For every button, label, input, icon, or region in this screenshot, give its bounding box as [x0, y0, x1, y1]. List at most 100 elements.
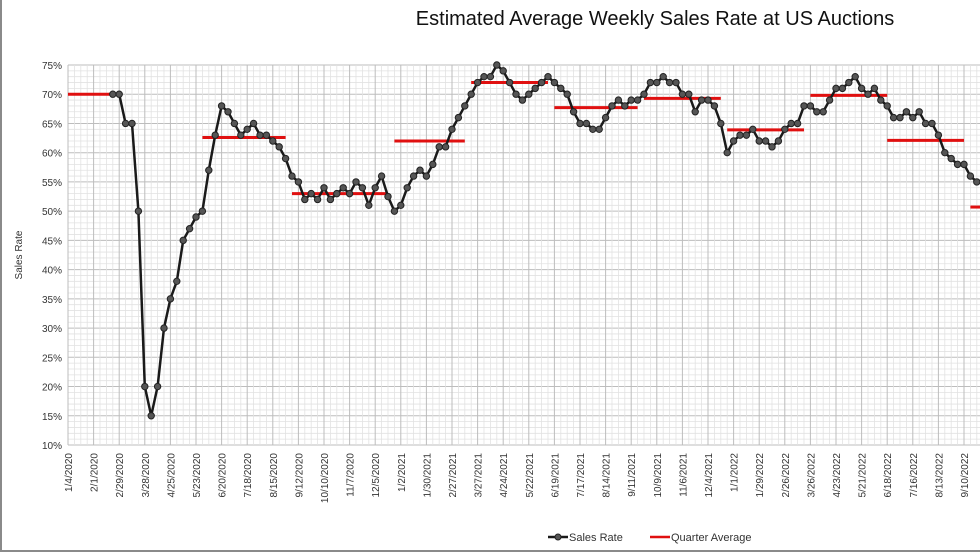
sales-rate-point	[832, 84, 840, 93]
y-tick-label: 50%	[42, 207, 62, 218]
sales-rate-point	[448, 125, 456, 134]
sales-rate-point	[480, 72, 488, 81]
sales-rate-point	[518, 96, 527, 104]
sales-rate-point	[749, 125, 757, 134]
sales-rate-point	[333, 189, 341, 198]
x-tick-label: 9/11/2021	[627, 453, 638, 497]
x-tick-label: 3/27/2021	[474, 453, 485, 498]
sales-rate-point	[941, 148, 949, 157]
sales-rate-point	[403, 184, 411, 192]
y-tick-label: 10%	[42, 441, 62, 452]
sales-rate-point	[960, 160, 968, 169]
x-tick-label: 9/10/2022	[960, 453, 971, 498]
sales-rate-point	[339, 184, 347, 192]
x-tick-label: 5/22/2021	[525, 453, 536, 498]
x-tick-label: 6/20/2020	[218, 453, 229, 498]
x-tick-label: 7/18/2020	[243, 453, 254, 498]
sales-rate-point	[166, 295, 175, 303]
x-tick-label: 9/12/2020	[294, 453, 305, 498]
sales-rate-point	[665, 78, 674, 87]
sales-rate-point	[512, 90, 520, 98]
x-tick-label: 10/10/2020	[320, 453, 331, 503]
sales-rate-point	[192, 213, 200, 221]
sales-rate-point	[781, 125, 789, 134]
sales-rate-point	[608, 102, 616, 110]
sales-rate-point	[934, 131, 943, 139]
sales-rate-point	[358, 184, 367, 192]
sales-rate-point	[550, 78, 559, 87]
sales-rate-point	[320, 184, 328, 192]
sales-rate-point	[147, 412, 155, 420]
x-tick-label: 7/17/2021	[576, 453, 587, 498]
sales-rate-point	[729, 137, 738, 145]
sales-rate-point	[345, 189, 354, 198]
sales-rate-point	[633, 96, 642, 104]
y-tick-label: 55%	[42, 178, 62, 189]
sales-rate-point	[640, 90, 648, 98]
sales-rate-point	[845, 78, 853, 87]
sales-rate-point	[211, 131, 219, 139]
sales-rate-point	[768, 143, 776, 151]
sales-rate-point	[352, 178, 360, 186]
sales-rate-point	[800, 102, 808, 110]
legend-sales-rate-label: Sales Rate	[569, 532, 623, 544]
sales-rate-point	[947, 154, 955, 163]
x-tick-label: 1/30/2021	[422, 453, 433, 498]
sales-rate-point	[627, 96, 635, 104]
x-tick-label: 12/4/2021	[704, 453, 715, 498]
sales-rate-point	[819, 108, 827, 116]
sales-rate-point	[205, 166, 213, 174]
sales-rate-point	[653, 78, 661, 87]
sales-rate-point	[589, 125, 597, 134]
sales-rate-point	[883, 102, 891, 110]
sales-rate-point	[473, 78, 482, 87]
x-tick-label: 3/26/2022	[806, 453, 817, 498]
y-tick-label: 35%	[42, 295, 62, 306]
grid	[67, 64, 980, 446]
sales-rate-point	[435, 143, 443, 151]
x-tick-label: 1/29/2022	[755, 453, 766, 498]
sales-rate-point	[672, 78, 680, 87]
sales-rate-point	[390, 207, 399, 215]
sales-rate-point	[659, 72, 667, 81]
sales-rate-point	[531, 84, 539, 93]
sales-rate-point	[825, 96, 834, 104]
x-tick-label: 4/24/2021	[499, 453, 510, 498]
sales-rate-point	[595, 125, 603, 134]
sales-rate-point	[505, 78, 514, 87]
x-tick-label: 7/16/2022	[909, 453, 920, 498]
legend: Sales Rate Quarter Average	[548, 532, 752, 544]
sales-rate-point	[256, 131, 264, 139]
y-tick-label: 75%	[42, 61, 62, 72]
x-tick-label: 4/23/2022	[832, 453, 843, 498]
sales-rate-point	[928, 119, 936, 128]
y-tick-label: 45%	[42, 236, 62, 247]
sales-rate-point	[198, 207, 207, 215]
x-tick-label: 6/19/2021	[550, 453, 561, 498]
sales-rate-point	[857, 84, 866, 93]
y-axis-label: Sales Rate	[14, 230, 25, 279]
sales-rate-point	[454, 113, 463, 122]
sales-rate-point	[563, 90, 571, 98]
sales-rate-point	[966, 172, 975, 180]
y-tick-label: 15%	[42, 412, 62, 423]
sales-rate-point	[224, 108, 232, 116]
sales-rate-point	[365, 201, 373, 210]
sales-rate-point	[973, 178, 980, 186]
sales-rate-point	[134, 207, 143, 215]
y-tick-label: 65%	[42, 119, 62, 130]
sales-rate-point	[601, 113, 610, 122]
sales-rate-point	[262, 131, 271, 139]
sales-rate-point	[307, 189, 315, 198]
sales-rate-point	[441, 143, 450, 151]
sales-rate-point	[787, 119, 795, 128]
x-tick-label: 2/27/2021	[448, 453, 459, 498]
sales-rate-point	[838, 84, 847, 93]
sales-rate-point	[870, 84, 879, 93]
y-tick-label: 60%	[42, 149, 62, 160]
sales-rate-point	[614, 96, 623, 104]
x-tick-label: 1/2/2021	[397, 453, 408, 492]
y-tick-label: 30%	[42, 324, 62, 335]
sales-rate-point	[915, 108, 923, 116]
